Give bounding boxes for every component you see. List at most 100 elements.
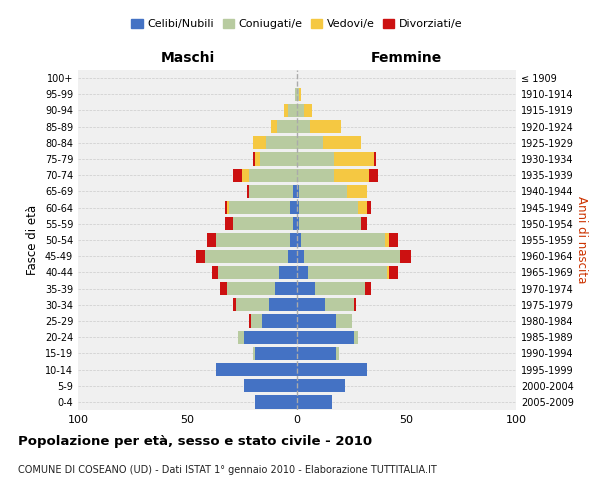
Bar <box>297 152 334 166</box>
Bar <box>365 282 371 295</box>
Bar <box>227 282 275 295</box>
Bar <box>260 152 297 166</box>
Bar <box>244 379 297 392</box>
Text: Maschi: Maschi <box>160 51 215 65</box>
Bar <box>207 234 216 246</box>
Bar <box>225 217 233 230</box>
Bar <box>334 168 369 182</box>
Bar <box>247 185 249 198</box>
Bar <box>233 168 242 182</box>
Bar <box>205 250 288 263</box>
Bar <box>337 346 338 360</box>
Bar <box>284 104 288 117</box>
Bar <box>262 314 297 328</box>
Bar <box>297 346 337 360</box>
Bar <box>249 314 251 328</box>
Bar <box>389 266 398 279</box>
Bar <box>297 298 325 312</box>
Bar <box>249 185 293 198</box>
Bar <box>242 168 249 182</box>
Bar <box>225 201 227 214</box>
Bar <box>299 201 358 214</box>
Bar <box>233 217 293 230</box>
Bar <box>229 201 290 214</box>
Bar <box>277 120 297 134</box>
Bar <box>400 250 411 263</box>
Bar <box>299 185 347 198</box>
Bar <box>297 282 314 295</box>
Bar <box>297 330 354 344</box>
Bar <box>256 346 297 360</box>
Bar <box>251 314 262 328</box>
Bar <box>269 298 297 312</box>
Text: Femmine: Femmine <box>371 51 442 65</box>
Bar <box>304 250 400 263</box>
Bar <box>271 120 277 134</box>
Bar <box>288 104 297 117</box>
Bar <box>253 152 256 166</box>
Bar <box>293 217 297 230</box>
Bar <box>212 266 218 279</box>
Bar <box>266 136 297 149</box>
Bar <box>310 120 341 134</box>
Bar <box>301 234 385 246</box>
Bar <box>304 104 313 117</box>
Bar <box>227 201 229 214</box>
Bar <box>297 363 367 376</box>
Bar <box>314 282 365 295</box>
Bar <box>297 104 304 117</box>
Bar <box>297 120 310 134</box>
Y-axis label: Anni di nascita: Anni di nascita <box>575 196 587 284</box>
Bar <box>236 298 269 312</box>
Bar <box>367 201 371 214</box>
Bar <box>297 88 299 101</box>
Bar <box>387 266 389 279</box>
Bar <box>253 136 266 149</box>
Bar <box>253 346 256 360</box>
Bar <box>244 330 297 344</box>
Text: COMUNE DI COSEANO (UD) - Dati ISTAT 1° gennaio 2010 - Elaborazione TUTTITALIA.IT: COMUNE DI COSEANO (UD) - Dati ISTAT 1° g… <box>18 465 437 475</box>
Bar <box>358 201 367 214</box>
Bar <box>347 185 367 198</box>
Bar <box>389 234 398 246</box>
Bar <box>354 330 358 344</box>
Bar <box>216 363 297 376</box>
Bar <box>290 234 297 246</box>
Bar <box>297 136 323 149</box>
Bar <box>238 330 244 344</box>
Bar <box>280 266 297 279</box>
Bar <box>299 88 301 101</box>
Bar <box>308 266 387 279</box>
Bar <box>256 396 297 408</box>
Bar <box>297 396 332 408</box>
Bar <box>297 250 304 263</box>
Bar <box>297 234 301 246</box>
Bar <box>297 217 299 230</box>
Bar <box>196 250 205 263</box>
Bar <box>256 152 260 166</box>
Y-axis label: Fasce di età: Fasce di età <box>26 205 39 275</box>
Bar <box>249 168 297 182</box>
Bar <box>354 298 356 312</box>
Legend: Celibi/Nubili, Coniugati/e, Vedovi/e, Divorziati/e: Celibi/Nubili, Coniugati/e, Vedovi/e, Di… <box>127 14 467 34</box>
Bar <box>297 379 345 392</box>
Bar <box>385 234 389 246</box>
Bar <box>361 217 367 230</box>
Bar <box>233 298 236 312</box>
Bar <box>216 234 290 246</box>
Bar <box>275 282 297 295</box>
Bar <box>293 185 297 198</box>
Bar <box>220 282 227 295</box>
Bar <box>299 217 361 230</box>
Bar <box>297 266 308 279</box>
Bar <box>369 168 378 182</box>
Bar <box>297 201 299 214</box>
Bar <box>374 152 376 166</box>
Bar <box>334 152 374 166</box>
Bar <box>288 250 297 263</box>
Bar <box>218 266 280 279</box>
Bar <box>297 168 334 182</box>
Bar <box>290 201 297 214</box>
Bar <box>295 88 297 101</box>
Bar <box>297 314 337 328</box>
